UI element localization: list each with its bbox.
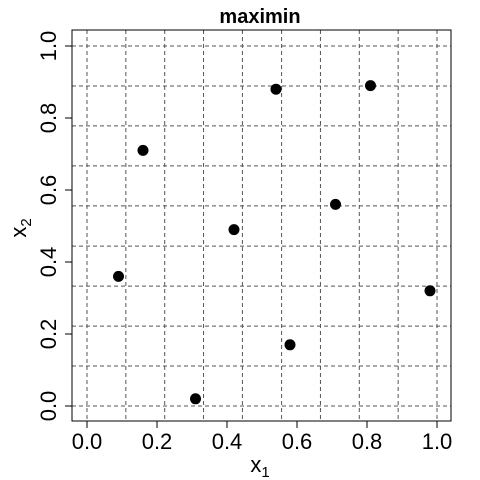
x-tick-label: 1.0 (422, 429, 453, 454)
y-tick-label: 0.0 (36, 391, 61, 422)
y-axis: 0.0 0.2 0.4 0.6 0.8 1.0 (36, 31, 73, 422)
data-points (113, 80, 436, 405)
x-axis-label: x1 (250, 452, 269, 480)
data-point (365, 80, 376, 92)
x-tick-label: 0.8 (352, 429, 383, 454)
data-point (113, 270, 124, 282)
x-tick-label: 0.6 (282, 429, 313, 454)
data-point (270, 83, 282, 95)
y-tick-label: 1.0 (36, 31, 61, 62)
chart-title: maximin (219, 6, 300, 28)
data-point (228, 224, 240, 236)
x-tick-label: 0.0 (72, 429, 103, 454)
y-tick-label: 0.4 (36, 247, 61, 278)
y-tick-label: 0.2 (36, 319, 61, 350)
data-point (190, 393, 201, 405)
data-point (284, 339, 296, 351)
y-tick-label: 0.6 (36, 175, 61, 206)
x-tick-label: 0.2 (142, 429, 173, 454)
x-tick-label: 0.4 (212, 429, 243, 454)
data-point (330, 198, 341, 210)
data-point (137, 144, 149, 156)
y-tick-label: 0.8 (36, 103, 61, 134)
plot-frame (71, 29, 452, 422)
y-axis-label: x2 (6, 218, 35, 237)
x-axis: 0.0 0.2 0.4 0.6 0.8 1.0 (72, 420, 453, 454)
grid (72, 30, 451, 421)
data-point (424, 285, 436, 297)
